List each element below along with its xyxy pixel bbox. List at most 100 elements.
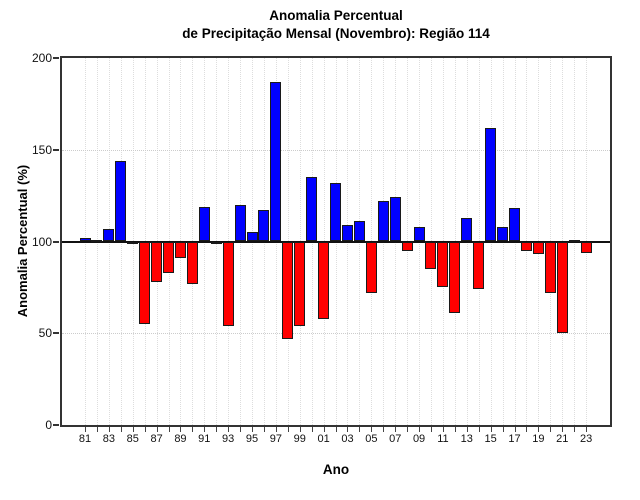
- x-axis-tick: [466, 427, 468, 432]
- x-axis-tick-label: 89: [174, 433, 187, 445]
- x-axis-tick: [323, 427, 325, 432]
- x-axis-tick-label: 09: [412, 433, 426, 445]
- x-axis-tick: [430, 427, 432, 432]
- x-axis-tick: [252, 427, 254, 432]
- bar: [282, 241, 294, 339]
- x-axis-tick-label: 17: [508, 433, 521, 445]
- x-axis-tick: [490, 427, 492, 432]
- x-axis-tick: [359, 427, 361, 432]
- bar: [401, 241, 413, 251]
- x-axis-tick: [371, 427, 373, 432]
- x-axis-tick-label: 15: [484, 433, 497, 445]
- bar: [389, 197, 401, 242]
- x-axis-tick: [347, 427, 349, 432]
- x-axis-tick-label: 23: [579, 433, 593, 445]
- bar: [413, 226, 425, 242]
- x-axis-tick: [526, 427, 528, 432]
- x-axis-tick-label: 05: [365, 433, 378, 445]
- x-axis-tick-label: 11: [437, 433, 449, 445]
- bar: [222, 241, 234, 326]
- x-axis-tick-label: 03: [341, 433, 354, 445]
- bar: [365, 241, 377, 293]
- y-axis-tick: [53, 332, 59, 335]
- x-axis-tick: [216, 427, 218, 432]
- bar: [163, 241, 175, 273]
- x-axis-tick: [108, 427, 110, 432]
- bar: [497, 226, 509, 242]
- x-axis-tick-label: 87: [150, 433, 163, 445]
- x-axis-tick: [311, 427, 313, 432]
- bar: [186, 241, 198, 284]
- x-axis-tick-label: 01: [317, 433, 330, 445]
- x-axis-tick-label: 13: [460, 433, 473, 445]
- x-axis-tick: [132, 427, 134, 432]
- bar: [437, 241, 449, 288]
- bar: [341, 224, 353, 242]
- plot-area: [60, 56, 612, 427]
- x-axis-tick: [299, 427, 301, 432]
- x-axis-tick-label: 95: [245, 433, 259, 445]
- x-axis-tick: [586, 427, 588, 432]
- bar: [509, 208, 520, 242]
- bar: [270, 81, 282, 242]
- x-axis-tick: [240, 427, 242, 432]
- bar: [294, 241, 306, 326]
- x-axis-tick: [263, 427, 265, 432]
- x-axis-tick-label: 21: [556, 433, 569, 445]
- bar: [580, 241, 592, 253]
- chart-title-line1: Anomalia Percentual: [269, 8, 403, 23]
- chart-title: Anomalia Percentual de Precipitação Mens…: [36, 7, 636, 43]
- bar: [473, 241, 485, 290]
- bar: [103, 228, 115, 242]
- x-axis-tick-label: 91: [198, 433, 211, 445]
- bar: [449, 241, 461, 314]
- x-axis-tick: [335, 427, 337, 432]
- x-axis-tick: [85, 427, 86, 432]
- x-axis-tick: [204, 427, 206, 432]
- bar: [520, 241, 532, 251]
- x-axis-tick: [454, 427, 456, 432]
- chart-title-line2: de Precipitação Mensal (Novembro): Regiã…: [182, 26, 490, 41]
- y-axis-tick: [53, 424, 59, 426]
- x-axis-tick: [228, 427, 230, 432]
- y-axis-tick-label: 100: [31, 234, 52, 249]
- y-axis-tick: [53, 148, 59, 151]
- x-axis-tick: [156, 427, 158, 432]
- bar: [353, 221, 365, 242]
- bar: [330, 182, 342, 242]
- bar: [258, 210, 270, 242]
- bar: [532, 241, 544, 255]
- x-axis-tick-label: 19: [532, 433, 545, 445]
- x-axis-tick-label: 83: [102, 433, 115, 445]
- y-axis-tick-label: 200: [31, 51, 52, 65]
- x-axis-tick: [419, 427, 421, 432]
- bar: [246, 232, 258, 242]
- y-axis-tick-label: 150: [31, 142, 52, 157]
- bar: [198, 206, 210, 242]
- y-axis-tick: [53, 240, 59, 243]
- bar: [425, 241, 437, 270]
- x-axis-tick-label: 85: [126, 433, 139, 445]
- bar: [568, 239, 580, 242]
- x-axis-tick: [562, 427, 564, 432]
- horizontal-gridline: [62, 333, 610, 335]
- bar: [174, 241, 186, 258]
- x-axis-tick: [287, 427, 289, 432]
- x-axis-tick: [275, 427, 277, 432]
- y-axis-tick-label: 50: [38, 326, 52, 341]
- x-axis-tick: [514, 427, 516, 432]
- bar: [485, 127, 497, 242]
- x-axis-tick: [144, 427, 146, 432]
- x-axis-tick-label: 07: [389, 433, 402, 445]
- x-axis-tick-label: 97: [269, 433, 283, 445]
- x-axis-tick: [395, 427, 397, 432]
- x-axis-tick-label: 93: [222, 433, 235, 445]
- bar: [91, 239, 103, 242]
- x-axis-tick: [478, 427, 480, 432]
- bar: [461, 217, 473, 242]
- y-axis-tick-label: 0: [45, 418, 52, 432]
- x-axis-tick: [168, 427, 170, 432]
- bar: [115, 160, 127, 242]
- x-axis-tick: [442, 427, 444, 432]
